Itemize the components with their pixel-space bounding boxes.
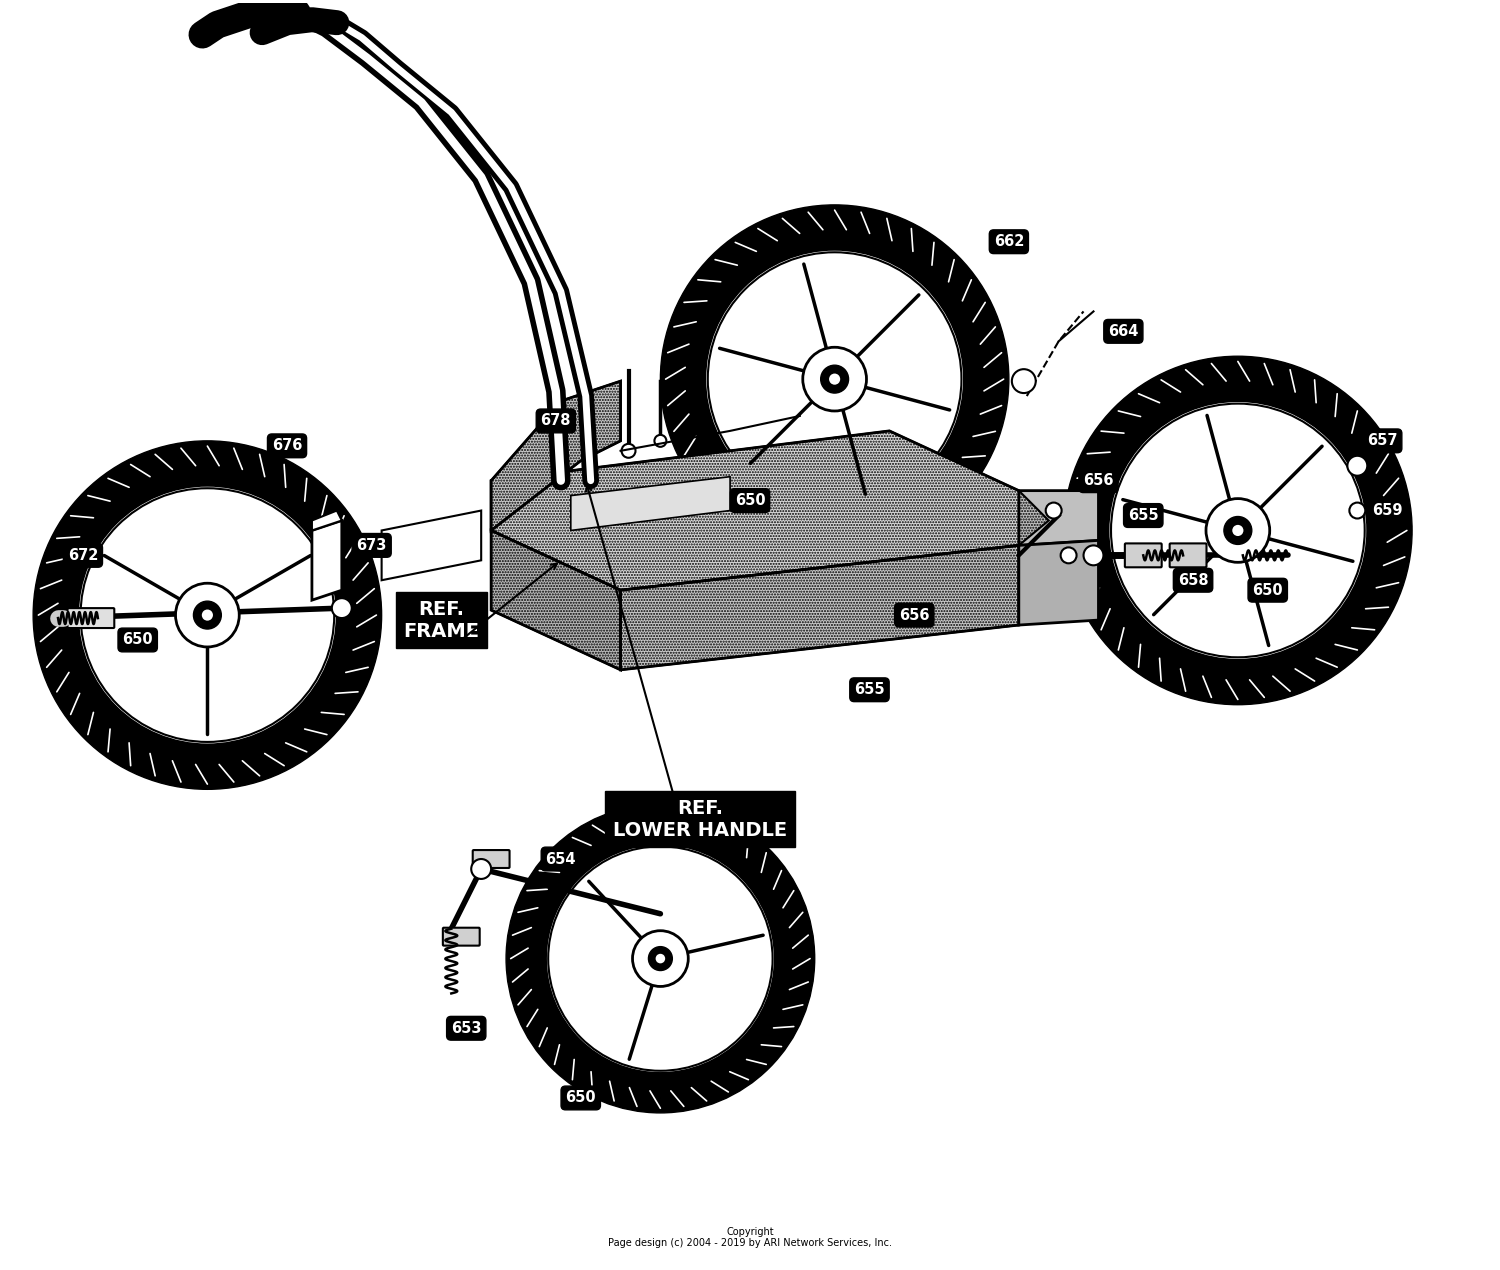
Circle shape <box>656 954 664 964</box>
Circle shape <box>1206 499 1269 563</box>
Text: 664: 664 <box>1108 324 1138 339</box>
Circle shape <box>821 366 849 392</box>
Text: 650: 650 <box>123 632 153 648</box>
Text: 653: 653 <box>452 1021 482 1036</box>
Polygon shape <box>490 431 1048 591</box>
Circle shape <box>1046 503 1062 518</box>
Text: 655: 655 <box>1128 508 1158 523</box>
Circle shape <box>506 804 814 1113</box>
Circle shape <box>546 845 776 1073</box>
Circle shape <box>633 931 688 987</box>
Text: Copyright
Page design (c) 2004 - 2019 by ARI Network Services, Inc.: Copyright Page design (c) 2004 - 2019 by… <box>608 1227 892 1248</box>
Text: 659: 659 <box>1372 503 1402 518</box>
Circle shape <box>660 204 1010 554</box>
Circle shape <box>1108 401 1368 660</box>
Circle shape <box>654 434 666 447</box>
Polygon shape <box>490 531 621 669</box>
FancyBboxPatch shape <box>472 850 510 867</box>
Text: 656: 656 <box>1083 474 1113 488</box>
Polygon shape <box>490 381 621 531</box>
Polygon shape <box>1019 541 1098 625</box>
FancyBboxPatch shape <box>68 608 114 629</box>
FancyBboxPatch shape <box>1170 544 1206 568</box>
Circle shape <box>1060 547 1077 564</box>
Text: 654: 654 <box>546 851 576 866</box>
Circle shape <box>1083 545 1104 565</box>
Text: 656: 656 <box>898 607 930 622</box>
Text: REF.
LOWER HANDLE: REF. LOWER HANDLE <box>614 799 788 839</box>
Circle shape <box>621 443 636 457</box>
Text: REF.
FRAME: REF. FRAME <box>404 599 480 640</box>
Circle shape <box>1224 517 1252 545</box>
Polygon shape <box>1019 490 1098 545</box>
Polygon shape <box>621 545 1019 669</box>
Circle shape <box>1064 356 1412 705</box>
Circle shape <box>176 583 238 646</box>
Text: 650: 650 <box>735 493 765 508</box>
Circle shape <box>802 347 867 411</box>
Polygon shape <box>381 511 482 580</box>
Circle shape <box>705 250 964 508</box>
Text: 678: 678 <box>540 414 572 428</box>
Polygon shape <box>312 521 342 601</box>
Circle shape <box>1233 525 1244 536</box>
Circle shape <box>471 859 490 879</box>
Circle shape <box>332 598 351 618</box>
Circle shape <box>194 601 222 629</box>
Circle shape <box>830 373 840 385</box>
FancyBboxPatch shape <box>1125 544 1161 568</box>
Text: 658: 658 <box>1178 573 1209 588</box>
Text: 655: 655 <box>853 682 885 697</box>
Text: 650: 650 <box>1252 583 1282 598</box>
Text: 672: 672 <box>68 547 98 563</box>
Text: 673: 673 <box>357 538 387 552</box>
Circle shape <box>1350 503 1365 518</box>
FancyBboxPatch shape <box>442 927 480 946</box>
Circle shape <box>648 946 672 970</box>
Circle shape <box>1347 456 1368 476</box>
Polygon shape <box>572 476 730 531</box>
Text: 657: 657 <box>1366 433 1398 448</box>
Text: 662: 662 <box>993 234 1024 249</box>
Circle shape <box>78 485 338 744</box>
Text: 650: 650 <box>566 1091 596 1105</box>
Text: 676: 676 <box>272 438 302 453</box>
Polygon shape <box>312 511 342 531</box>
Circle shape <box>33 441 381 790</box>
Circle shape <box>202 610 213 621</box>
Circle shape <box>1013 370 1035 392</box>
